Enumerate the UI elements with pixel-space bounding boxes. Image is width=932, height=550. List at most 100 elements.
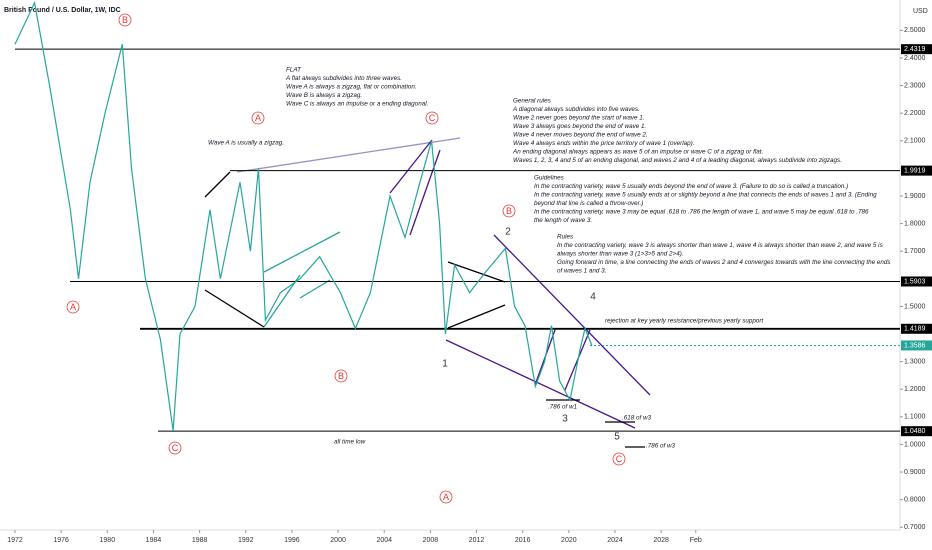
y-tick-label: 2.1000: [904, 138, 926, 145]
wave-letter: C: [429, 113, 436, 123]
wave-letter: A: [70, 302, 76, 312]
wave-number: 3: [562, 414, 568, 425]
price-level-tag: [901, 426, 932, 437]
y-tick-label: 2.4000: [904, 55, 926, 62]
note-line: Going forward in time, a line connecting…: [557, 259, 891, 266]
note-line: A diagonal always subdivides into five w…: [512, 106, 640, 113]
note-line: Wave A is always a zigzag, flat or combi…: [286, 84, 417, 91]
trend-line: [493, 234, 651, 396]
note-line: An ending diagonal always appears as wav…: [512, 149, 763, 156]
trend-line: [445, 339, 636, 429]
note-line: In the contracting variety, wave 3 may b…: [534, 209, 869, 216]
wave-letter: B: [122, 15, 128, 25]
y-tick-label: 1.1000: [904, 414, 926, 421]
price-level-label: 1.3586: [904, 342, 926, 349]
wave-letter: A: [255, 113, 261, 123]
price-level-label: 2.4319: [904, 46, 926, 53]
y-tick-label: 2.3000: [904, 82, 926, 89]
wave-number: 1: [442, 359, 448, 370]
y-tick-label: 1.8000: [904, 220, 926, 227]
note-line: Waves 1, 2, 3, 4 and 5 of an ending diag…: [513, 157, 842, 164]
price-level-label: 1.4189: [904, 326, 926, 333]
x-tick-label: 2000: [330, 537, 346, 544]
y-tick-label: 2.5000: [904, 27, 926, 34]
trend-line: [204, 171, 231, 198]
wave-number: 2: [505, 227, 511, 238]
wave-letter: B: [338, 371, 344, 381]
wave-letter: C: [616, 454, 623, 464]
chart-title: British Pound / U.S. Dollar, 1W, IDC: [4, 7, 121, 14]
note-title: FLAT: [286, 67, 302, 74]
x-tick-label: 1980: [100, 537, 116, 544]
price-level-tag: [901, 165, 932, 176]
wave-circle: [502, 204, 516, 218]
annotation: rejection at key yearly resistance/previ…: [605, 318, 763, 325]
x-tick-label: 2004: [376, 537, 392, 544]
x-tick-label: 1988: [192, 537, 208, 544]
y-tick-label: 0.8000: [904, 496, 926, 503]
price-level-label: 1.5903: [904, 278, 926, 285]
price-level-tag: [901, 340, 932, 351]
x-tick-label: 1992: [238, 537, 254, 544]
wave-circle: [612, 452, 626, 466]
y-tick-label: 1.9000: [904, 193, 926, 200]
price-level-label: 1.0480: [904, 428, 926, 435]
trend-line: [447, 261, 506, 283]
wave-circle: [251, 111, 265, 125]
price-level-tag: [901, 276, 932, 287]
note-title: Guidelines: [534, 175, 565, 182]
wave-circle: [425, 111, 439, 125]
x-tick-label: 2012: [469, 537, 485, 544]
x-tick-label: 1984: [146, 537, 162, 544]
x-tick-label: 2016: [515, 537, 531, 544]
annotation: .786 of w3: [646, 443, 676, 450]
x-tick-label: 2008: [423, 537, 439, 544]
y-tick-label: 1.2000: [904, 386, 926, 393]
wave-letter: A: [443, 492, 449, 502]
x-tick-label: 2028: [653, 537, 669, 544]
note-line: the length of wave 3.: [534, 217, 592, 224]
price-level-label: 1.9919: [904, 167, 926, 174]
note-line: In the contracting variety, wave 5 usual…: [534, 183, 848, 190]
x-tick-label: 1972: [7, 537, 23, 544]
wave-letter: B: [506, 206, 512, 216]
note-line: Wave 3 always goes beyond the end of wav…: [513, 123, 646, 130]
trend-line: [299, 279, 331, 299]
trend-line: [236, 137, 461, 173]
x-tick-label: Feb: [690, 537, 702, 544]
wave-circle: [168, 441, 182, 455]
note-line: Wave 2 never goes beyond the start of wa…: [513, 115, 645, 122]
note-line: of waves 1 and 3.: [557, 268, 606, 275]
trend-line: [447, 304, 506, 329]
wave-circle: [118, 13, 132, 27]
price-level-tag: [901, 323, 932, 334]
annotation: .618 of w3: [622, 415, 652, 422]
x-tick-label: 2024: [607, 537, 623, 544]
wave-letter: C: [172, 443, 179, 453]
wave-circle: [66, 300, 80, 314]
note-line: Wave B is always a zigzag.: [286, 92, 362, 99]
annotation: .786 of w1: [548, 404, 577, 411]
y-tick-label: 0.7000: [904, 524, 926, 531]
wave-circle: [439, 490, 453, 504]
x-tick-label: 2020: [561, 537, 577, 544]
y-tick-label: 1.0000: [904, 441, 926, 448]
note-line: Wave 4 never moves beyond the end of wav…: [513, 132, 648, 139]
trend-line: [204, 289, 265, 328]
y-tick-label: 1.7000: [904, 248, 926, 255]
y-axis-unit: USD: [913, 8, 928, 15]
x-tick-label: 1976: [53, 537, 69, 544]
y-tick-label: 1.3000: [904, 358, 926, 365]
price-level-tag: [901, 44, 932, 55]
y-tick-label: 0.9000: [904, 469, 926, 476]
note-line: Wave C is always an impulse or a ending …: [286, 101, 428, 108]
y-tick-label: 2.2000: [904, 110, 926, 117]
annotation: Wave A is usually a zigzag.: [208, 140, 284, 147]
drawings: [204, 137, 651, 448]
price-line: [14, 0, 593, 431]
wave-number: 5: [614, 432, 620, 443]
note-title: General rules: [513, 98, 552, 105]
trend-line: [389, 139, 433, 194]
y-tick-label: 1.5000: [904, 303, 926, 310]
